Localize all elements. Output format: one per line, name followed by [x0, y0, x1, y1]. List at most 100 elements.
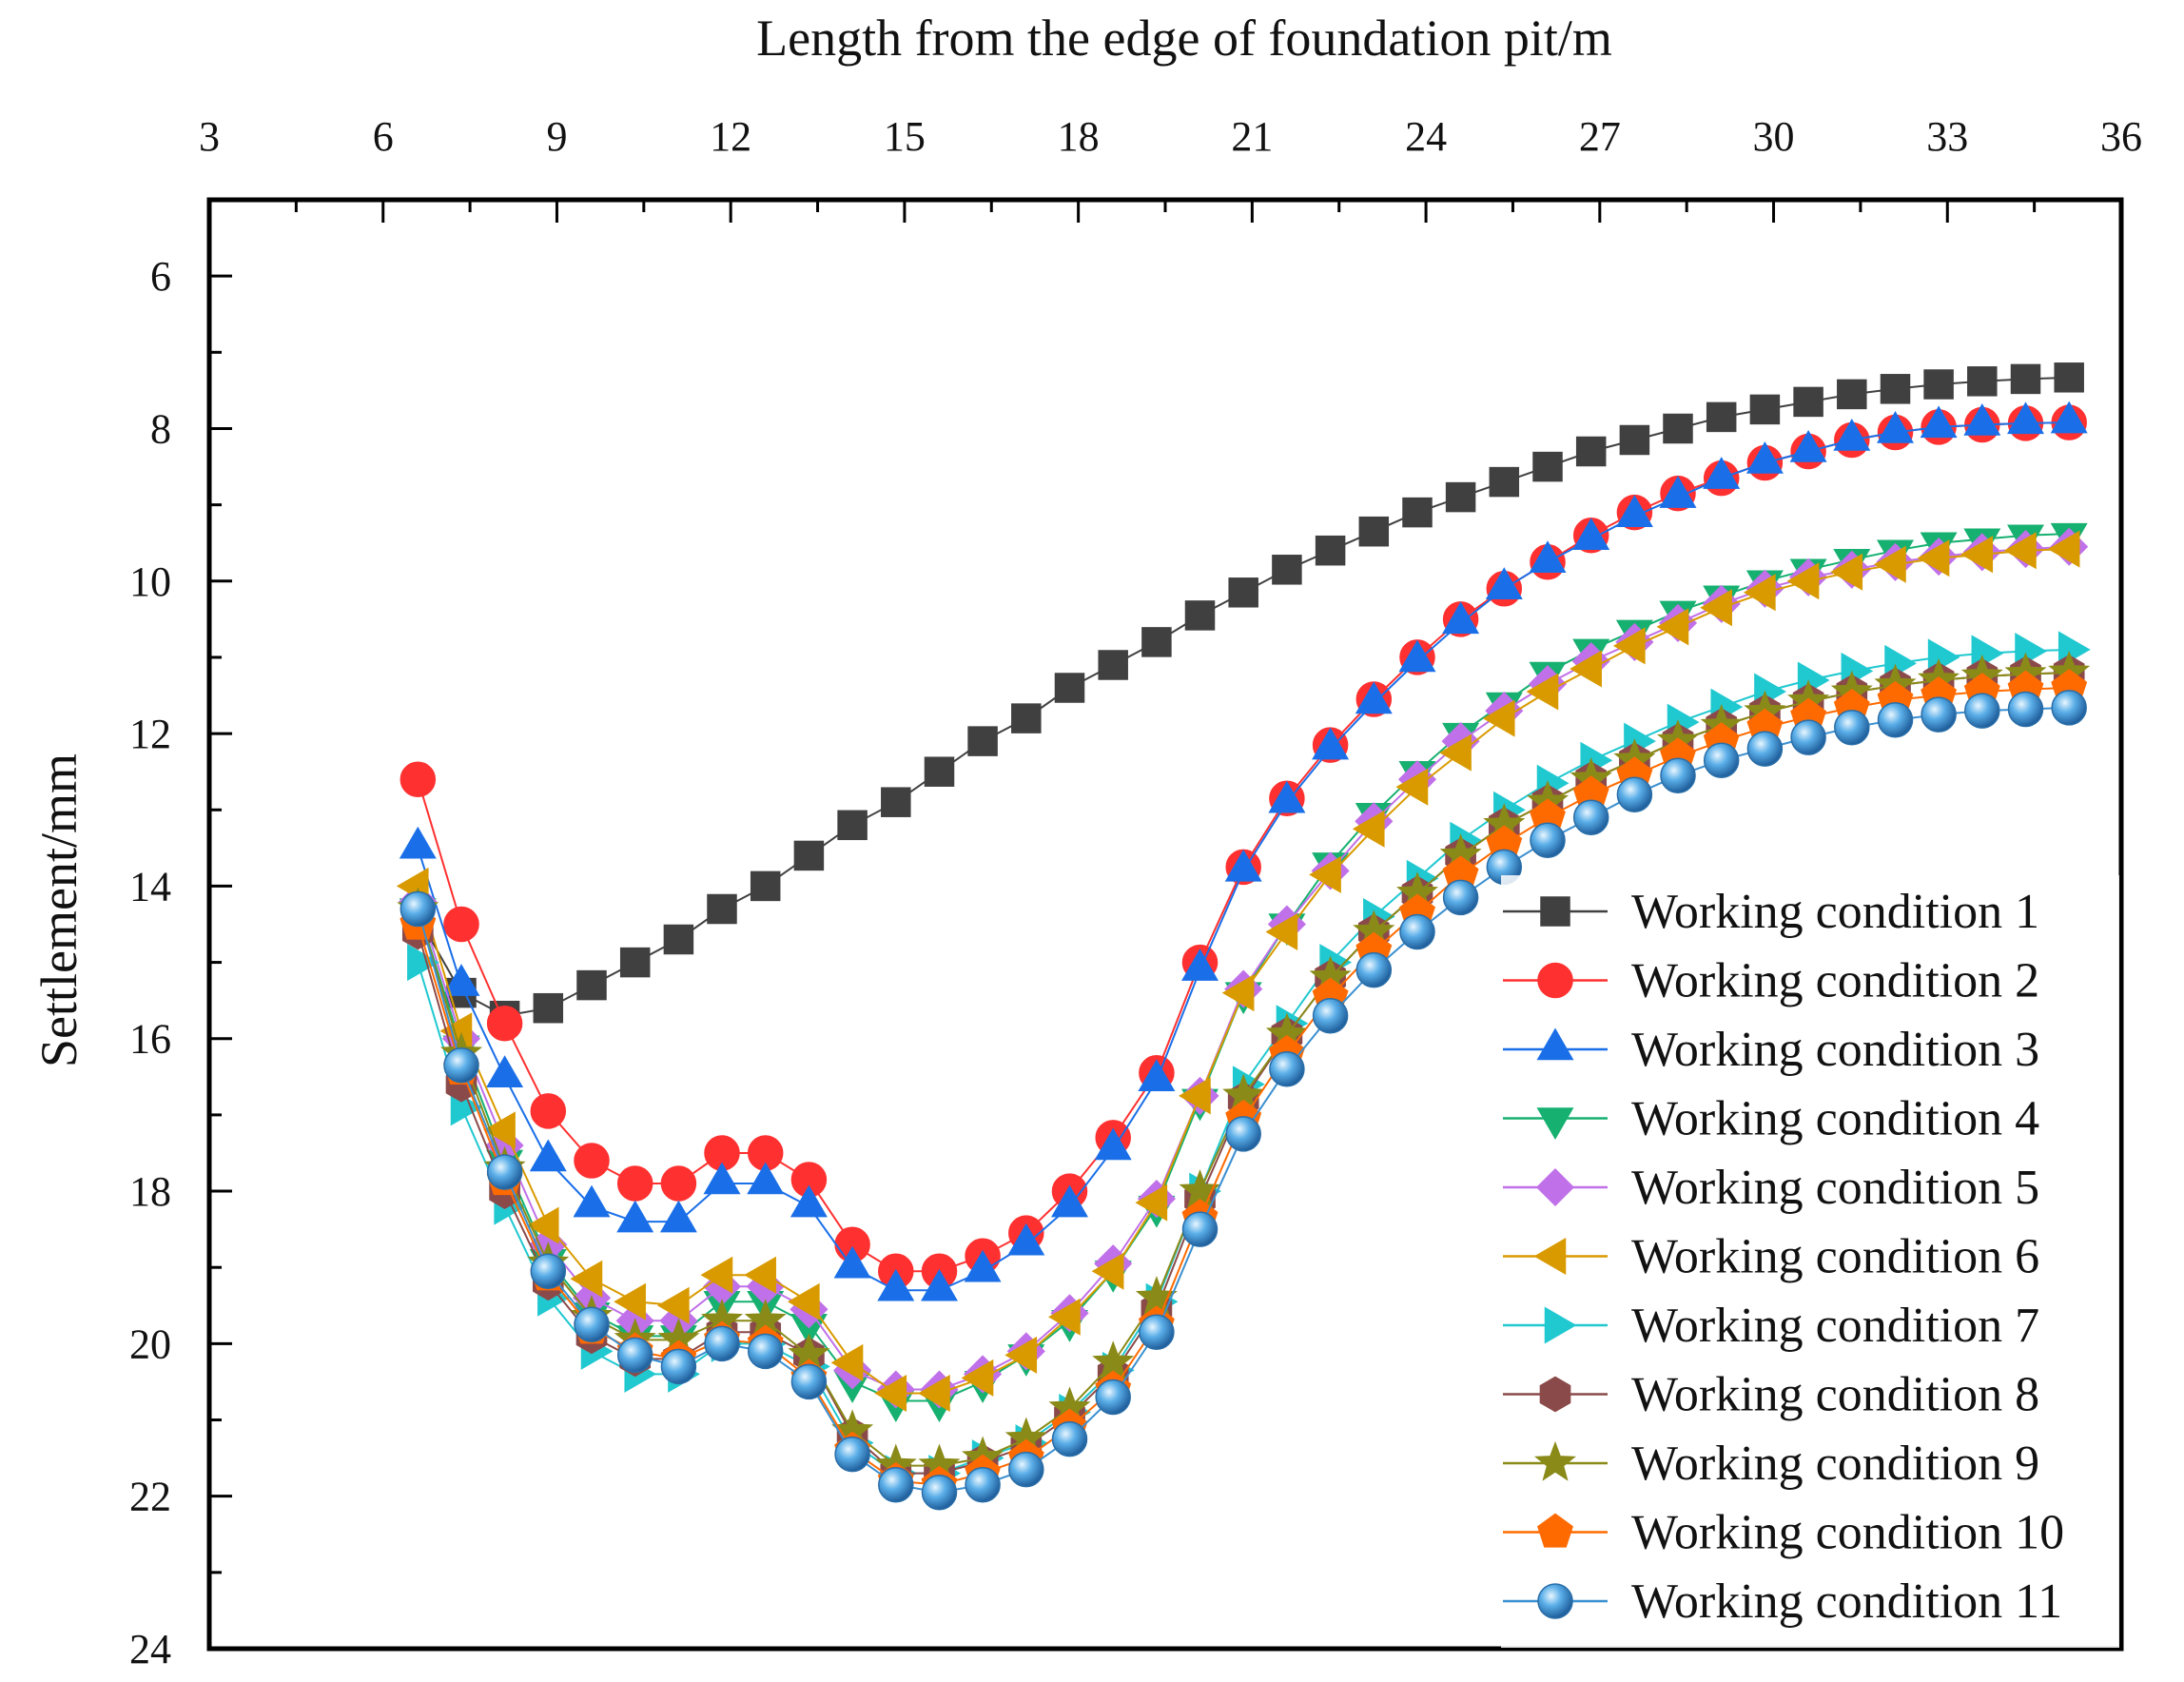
marker-shape: [1745, 441, 1784, 474]
legend-label: Working condition 6: [1631, 1230, 2039, 1284]
marker-shape: [1138, 1059, 1176, 1092]
marker-shape: [660, 1165, 697, 1202]
data-point: [961, 1359, 994, 1397]
data-point: [442, 964, 480, 996]
marker-shape: [1706, 401, 1737, 433]
marker-shape: [1181, 1211, 1219, 1247]
legend-label: Working condition 1: [1631, 885, 2039, 939]
data-point: [1141, 627, 1172, 657]
legend-label: Working condition 7: [1631, 1299, 2039, 1353]
data-point: [1355, 951, 1393, 988]
marker-shape: [1091, 1252, 1124, 1290]
marker-shape: [1963, 403, 2001, 436]
data-point: [1575, 436, 1607, 467]
legend: Working condition 1 Working condition 2 Wo…: [1503, 885, 2064, 1629]
x-axis-title: Length from the edge of foundation pit/m: [756, 10, 1612, 67]
marker-shape: [1834, 709, 1870, 746]
marker-shape: [1615, 495, 1653, 527]
data-point: [1921, 696, 1957, 733]
marker-shape: [1312, 997, 1349, 1034]
data-point: [399, 826, 437, 859]
marker-shape: [1575, 436, 1607, 467]
data-point: [1489, 466, 1520, 498]
x-tick-label: 36: [2100, 113, 2142, 160]
y-tick-label: 22: [129, 1474, 171, 1520]
marker-shape: [659, 1200, 697, 1233]
data-point: [1442, 879, 1479, 916]
marker-shape: [1004, 1336, 1038, 1374]
data-point: [616, 1200, 654, 1233]
marker-shape: [1439, 733, 1472, 772]
y-tick-label: 14: [129, 863, 171, 909]
data-series: [396, 362, 2091, 1511]
marker-shape: [1960, 536, 1994, 574]
marker-shape: [483, 1111, 516, 1149]
data-point: [1923, 369, 1954, 400]
data-point: [1008, 1451, 1044, 1488]
marker-shape: [924, 756, 955, 787]
legend-box: [1501, 875, 2119, 1648]
marker-shape: [1358, 516, 1390, 547]
data-point: [1395, 768, 1429, 806]
data-point: [747, 1162, 785, 1195]
marker-shape: [1224, 849, 1262, 882]
marker-shape: [570, 1260, 603, 1298]
data-point: [1960, 536, 1994, 574]
marker-shape: [965, 1466, 1001, 1503]
data-point: [1007, 1222, 1045, 1256]
data-point: [790, 1184, 828, 1218]
marker-shape: [1526, 673, 1559, 711]
data-point: [614, 1282, 646, 1320]
data-point: [1706, 401, 1737, 433]
data-point: [1139, 1314, 1175, 1351]
marker-shape: [1007, 1222, 1045, 1256]
marker-shape: [921, 1474, 958, 1511]
x-tick-label: 33: [1926, 113, 1968, 160]
marker-shape: [874, 1375, 907, 1412]
x-tick-label: 30: [1753, 113, 1795, 160]
x-tick-label: 24: [1405, 113, 1447, 160]
data-point: [964, 1249, 1002, 1282]
marker-shape: [967, 726, 998, 756]
data-point: [1048, 1298, 1081, 1336]
marker-shape: [1051, 1184, 1088, 1218]
marker-shape: [830, 1343, 864, 1381]
marker-shape: [1135, 1183, 1168, 1222]
data-point: [1745, 441, 1784, 474]
data-point: [1532, 451, 1563, 482]
data-point: [793, 840, 825, 871]
marker-shape: [961, 1359, 994, 1397]
legend-item: Working condition 2: [1503, 954, 2039, 1008]
marker-shape: [707, 893, 737, 925]
marker-shape: [616, 1200, 654, 1233]
data-point: [1398, 639, 1436, 673]
x-tick-label: 9: [546, 113, 567, 160]
marker-shape: [1536, 1107, 1574, 1140]
data-point: [1355, 681, 1393, 714]
marker-shape: [1094, 1127, 1132, 1161]
data-point: [407, 944, 439, 982]
data-point: [530, 1093, 567, 1129]
data-point: [878, 1466, 914, 1503]
data-point: [1703, 742, 1740, 778]
x-tick-label: 3: [199, 113, 220, 160]
data-point: [576, 969, 607, 1001]
y-tick-label: 24: [129, 1626, 171, 1672]
data-point: [483, 1111, 516, 1149]
marker-shape: [921, 1268, 958, 1301]
marker-shape: [1529, 540, 1567, 574]
data-point: [1615, 495, 1653, 527]
marker-shape: [1184, 600, 1216, 631]
data-point: [1358, 516, 1390, 547]
legend-label: Working condition 9: [1631, 1437, 2039, 1491]
y-tick-label: 6: [150, 253, 171, 300]
data-point: [837, 810, 868, 841]
data-point: [1830, 553, 1863, 591]
marker-shape: [1442, 879, 1479, 916]
data-point: [1225, 1116, 1261, 1152]
marker-shape: [2007, 691, 2044, 728]
data-point: [1530, 822, 1566, 859]
data-point: [1749, 394, 1781, 425]
legend-marker: [1536, 1027, 1574, 1061]
